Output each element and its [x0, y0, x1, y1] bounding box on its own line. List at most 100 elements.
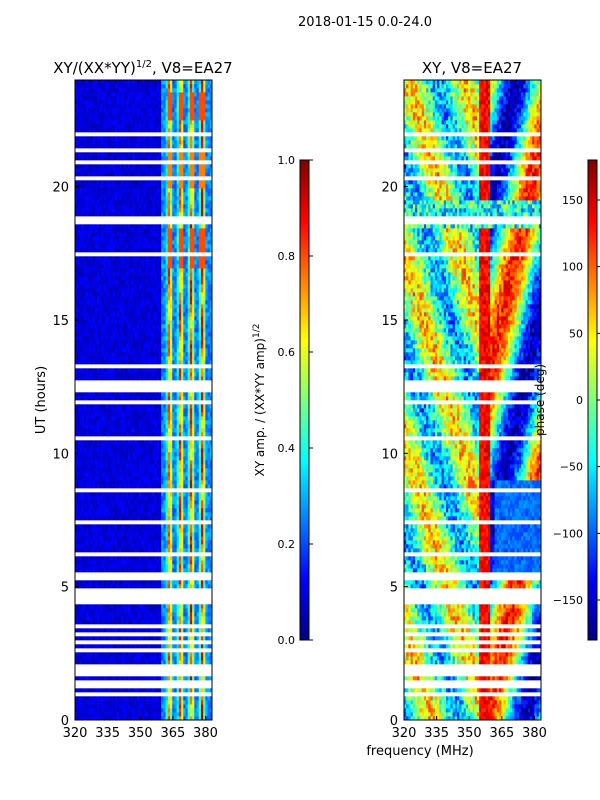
heatmap-cell: [97, 304, 100, 309]
heatmap-cell: [141, 608, 144, 613]
heatmap-cell: [123, 504, 127, 509]
heatmap-cell: [147, 580, 151, 585]
heatmap-cell: [165, 708, 169, 713]
heatmap-cell: [192, 532, 195, 537]
heatmap-cell: [130, 392, 133, 397]
heatmap-cell: [163, 308, 166, 313]
heatmap-cell: [139, 608, 142, 613]
heatmap-cell: [183, 368, 186, 373]
heatmap-cell: [194, 480, 197, 485]
heatmap-cell: [125, 328, 129, 333]
heatmap-cell: [205, 688, 208, 693]
heatmap-cell: [132, 304, 136, 309]
heatmap-cell: [183, 608, 186, 613]
heatmap-cell: [205, 548, 208, 553]
heatmap-cell: [86, 528, 89, 533]
heatmap-cell: [90, 540, 94, 545]
heatmap-cell: [132, 564, 136, 569]
heatmap-cell: [176, 408, 180, 413]
heatmap-cell: [77, 476, 80, 481]
heatmap-cell: [183, 328, 186, 333]
heatmap-cell: [105, 660, 109, 665]
heatmap-cell: [88, 464, 91, 469]
heatmap-cell: [196, 308, 200, 313]
heatmap-cell: [183, 612, 186, 617]
heatmap-cell: [77, 336, 80, 341]
heatmap-cell: [194, 308, 197, 313]
heatmap-cell: [147, 496, 151, 501]
heatmap-cell: [108, 472, 111, 477]
heatmap-cell: [136, 472, 140, 477]
heatmap-cell: [94, 416, 98, 421]
heatmap-cell: [176, 556, 180, 561]
heatmap-cell: [81, 336, 85, 341]
heatmap-cell: [108, 308, 111, 313]
heatmap-cell: [167, 508, 171, 513]
heatmap-cell: [134, 340, 138, 345]
heatmap-cell: [116, 344, 120, 349]
heatmap-cell: [134, 716, 138, 720]
heatmap-cell: [192, 500, 195, 505]
heatmap-cell: [121, 328, 124, 333]
heatmap-cell: [200, 608, 204, 613]
heatmap-cell: [97, 448, 100, 453]
heatmap-cell: [158, 688, 162, 693]
heatmap-cell: [114, 312, 118, 317]
heatmap-cell: [207, 444, 211, 449]
heatmap-cell: [79, 416, 82, 421]
heatmap-cell: [189, 676, 193, 681]
heatmap-cell: [174, 556, 177, 561]
heatmap-cell: [143, 444, 147, 449]
heatmap-cell: [205, 344, 208, 349]
heatmap-cell: [147, 392, 151, 397]
heatmap-cell: [189, 424, 193, 429]
heatmap-cell: [101, 344, 105, 349]
heatmap-cell: [200, 432, 204, 437]
heatmap-cell: [196, 440, 200, 445]
heatmap-cell: [158, 628, 162, 633]
heatmap-cell: [154, 604, 158, 609]
heatmap-cell: [139, 704, 142, 709]
heatmap-cell: [90, 396, 94, 401]
heatmap-cell: [114, 376, 118, 381]
heatmap-cell: [174, 524, 177, 529]
heatmap-cell: [176, 416, 180, 421]
heatmap-cell: [94, 524, 98, 529]
heatmap-cell: [139, 428, 142, 433]
heatmap-cell: [114, 544, 118, 549]
heatmap-cell: [152, 368, 155, 373]
heatmap-cell: [207, 716, 211, 720]
heatmap-cell: [192, 608, 195, 613]
heatmap-cell: [170, 408, 173, 413]
heatmap-cell: [81, 508, 85, 513]
heatmap-cell: [174, 528, 177, 533]
heatmap-cell: [112, 404, 116, 409]
heatmap-cell: [88, 352, 91, 357]
heatmap-cell: [174, 432, 177, 437]
heatmap-cell: [178, 524, 182, 529]
heatmap-cell: [114, 492, 118, 497]
heatmap-cell: [121, 612, 124, 617]
heatmap-cell: [128, 544, 131, 549]
heatmap-cell: [145, 452, 149, 457]
heatmap-cell: [198, 484, 202, 489]
heatmap-cell: [181, 480, 184, 485]
heatmap-cell: [152, 424, 155, 429]
heatmap-cell: [83, 448, 87, 453]
heatmap-cell: [119, 524, 122, 529]
heatmap-cell: [161, 444, 164, 449]
heatmap-cell: [196, 528, 200, 533]
heatmap-cell: [158, 524, 162, 529]
heatmap-cell: [185, 500, 189, 505]
heatmap-cell: [170, 356, 173, 361]
heatmap-cell: [174, 344, 177, 349]
heatmap-cell: [156, 412, 160, 417]
heatmap-cell: [86, 560, 89, 565]
heatmap-cell: [176, 504, 180, 509]
heatmap-cell: [183, 420, 186, 425]
heatmap-cell: [152, 660, 155, 665]
heatmap-cell: [141, 716, 144, 720]
heatmap-cell: [119, 376, 122, 381]
heatmap-cell: [196, 556, 200, 561]
heatmap-cell: [183, 352, 186, 357]
